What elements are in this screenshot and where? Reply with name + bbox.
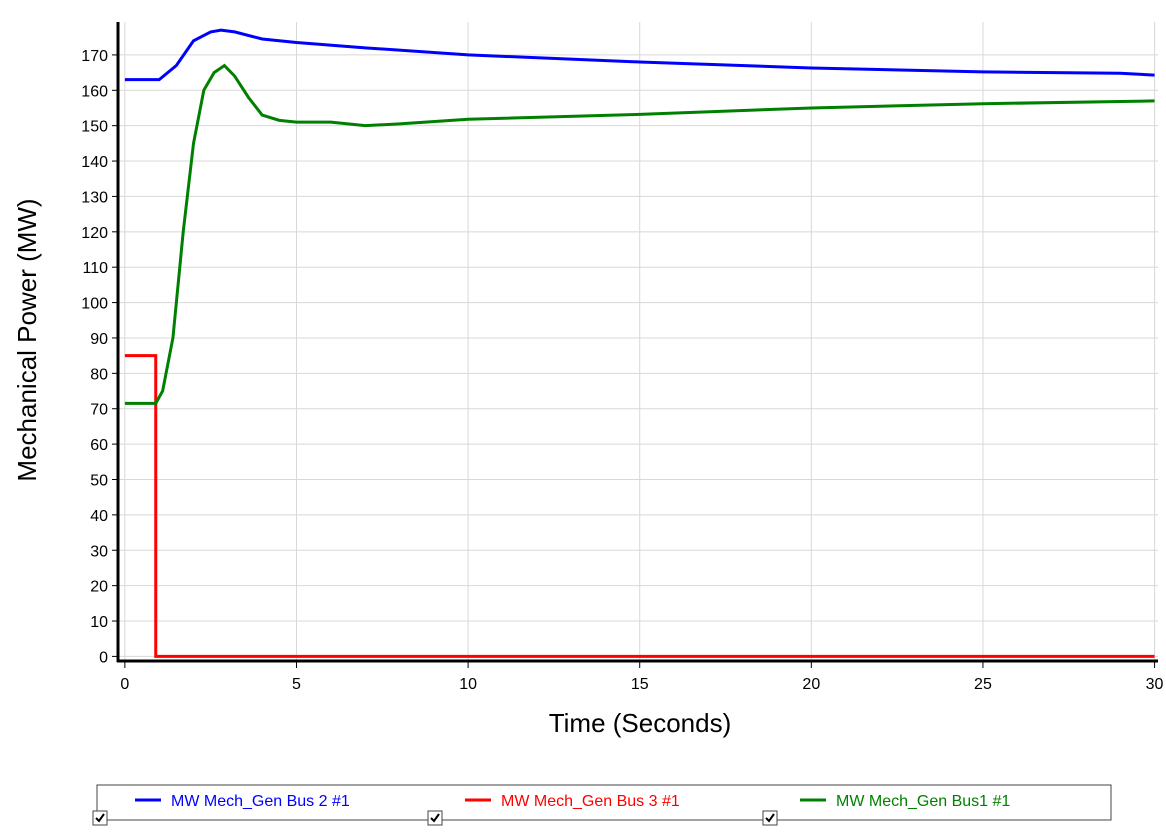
checkmark [430,813,440,823]
y-tick-label: 20 [90,579,108,596]
series-line [124,28,1155,82]
checkboxes [92,810,778,826]
y-tick-label: 0 [99,649,108,666]
y-tick-label: 60 [90,437,108,454]
y-tick-label: 90 [90,331,108,348]
y-axis-label: Mechanical Power (MW) [12,198,42,481]
y-tick-label: 120 [81,225,108,242]
y-tick-label: 170 [81,48,108,65]
x-tick-label: 20 [802,676,820,693]
y-tick-label: 80 [90,366,108,383]
y-tick-label: 100 [81,296,108,313]
y-tick-label: 110 [82,260,108,277]
legend-box [96,784,1112,821]
x-tick-label: 30 [1146,676,1164,693]
x-tick-label: 5 [292,676,301,693]
checkmark [765,813,775,823]
y-tick-label: 10 [90,614,108,631]
y-tick-label: 140 [81,154,108,171]
x-axis-label: Time (Seconds) [549,708,732,738]
legend-label: MW Mech_Gen Bus1 #1 [836,793,1010,810]
x-tick-label: 15 [631,676,649,693]
x-tick-label: 10 [459,676,477,693]
checkmark [95,813,105,823]
series-line [124,63,1155,405]
legend-label: MW Mech_Gen Bus 3 #1 [501,793,680,810]
x-tick-label: 25 [974,676,992,693]
y-tick-label: 30 [90,543,108,560]
y-tick-label: 150 [81,119,108,136]
y-tick-label: 50 [90,472,108,489]
x-tick-label: 0 [120,676,129,693]
y-tick-label: 130 [81,189,108,206]
series-line [124,354,1155,658]
y-tick-label: 160 [81,83,108,100]
y-tick-label: 70 [90,402,108,419]
y-tick-label: 40 [90,508,108,525]
legend-label: MW Mech_Gen Bus 2 #1 [171,793,350,810]
